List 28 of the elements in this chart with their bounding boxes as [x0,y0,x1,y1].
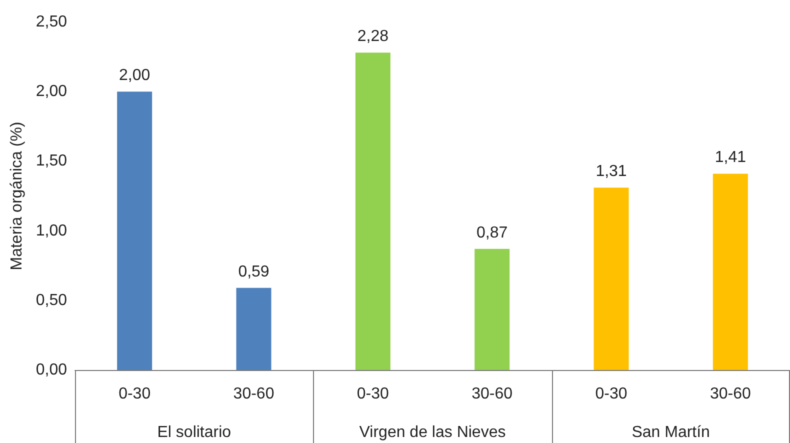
data-label: 0,59 [238,263,270,280]
y-tick-label: 0,00 [36,362,68,378]
text: Virgen de las Nieves [359,424,506,442]
y-tick-label: 2,00 [36,83,68,100]
x-tick-label: 30-60 [233,386,274,402]
data-label: 1,31 [596,163,627,180]
bar [712,174,748,370]
x-tick-label: 30-60 [710,386,751,402]
y-tick-label: 1,50 [36,152,68,170]
bar [594,188,629,370]
bar [355,52,390,370]
text: San Martín [632,424,710,442]
x-tick-label: 0-30 [118,386,151,402]
x-tick-label: 30-60 [472,386,513,402]
x-tick-label: 0-30 [356,386,390,402]
bar [474,248,510,370]
data-label: 2,00 [119,67,150,84]
data-label: 0,87 [476,224,508,242]
y-tick-label: 2,50 [36,14,68,30]
y-axis-title: Materia orgánica (%) [8,122,26,270]
data-label: 1,41 [714,149,746,166]
text: El solitario [157,424,232,442]
y-tick-label: 0,50 [36,292,68,309]
x-tick-label: 0-30 [595,386,628,402]
y-tick-label: 1,00 [36,222,68,240]
bar [236,288,272,370]
bar [117,92,152,370]
data-label: 2,28 [357,28,389,46]
